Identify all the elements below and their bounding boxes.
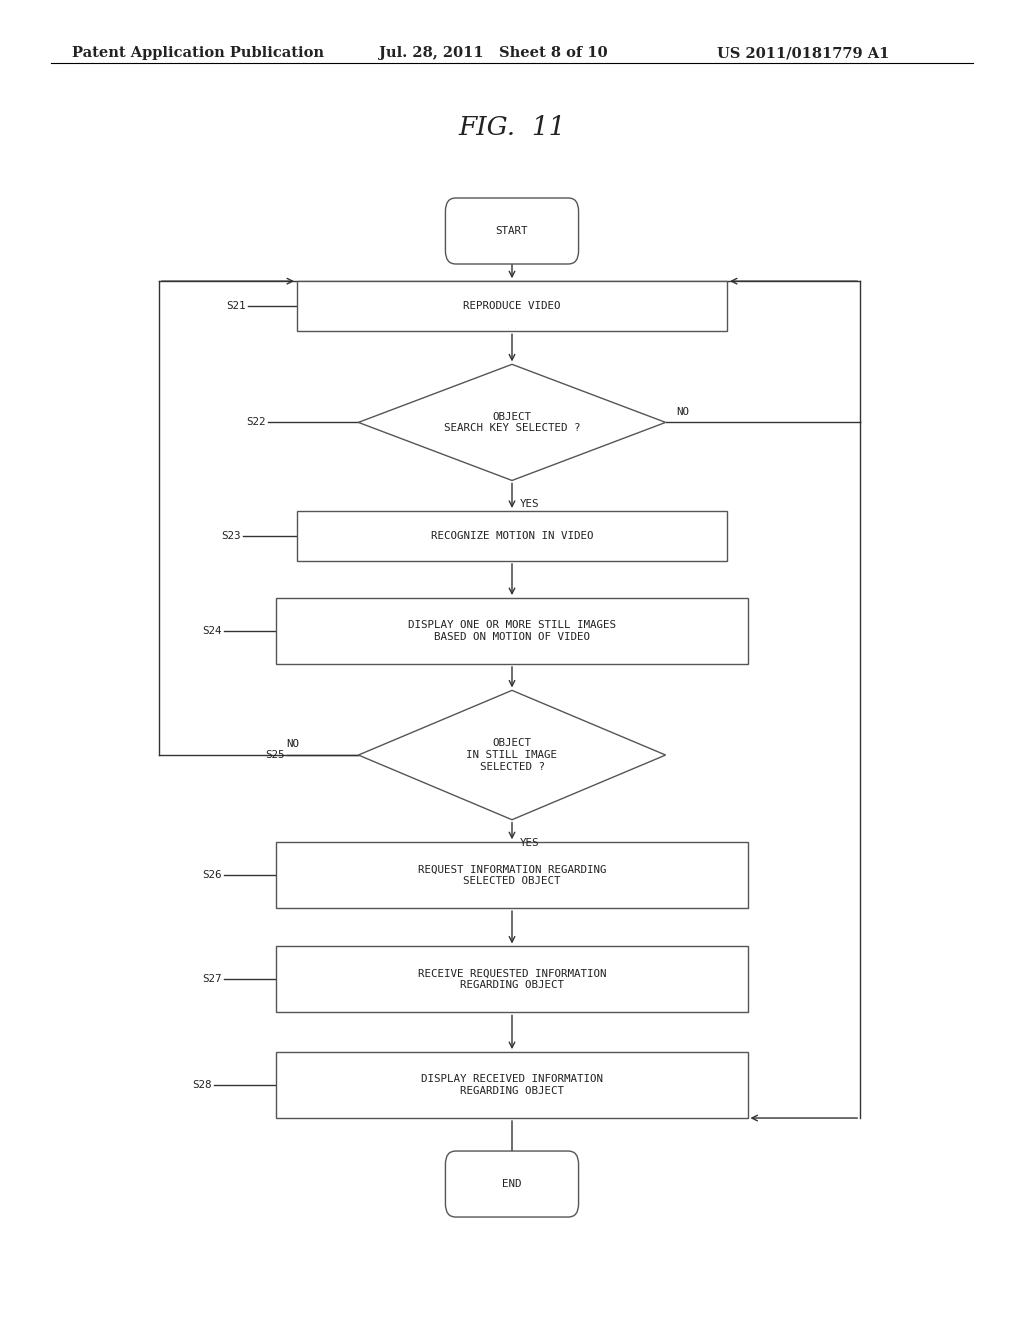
- Text: DISPLAY RECEIVED INFORMATION
REGARDING OBJECT: DISPLAY RECEIVED INFORMATION REGARDING O…: [421, 1074, 603, 1096]
- Text: S26: S26: [203, 870, 222, 880]
- Text: NO: NO: [676, 407, 689, 417]
- Text: S24: S24: [203, 626, 222, 636]
- Text: DISPLAY ONE OR MORE STILL IMAGES
BASED ON MOTION OF VIDEO: DISPLAY ONE OR MORE STILL IMAGES BASED O…: [408, 620, 616, 642]
- FancyBboxPatch shape: [445, 1151, 579, 1217]
- Text: REQUEST INFORMATION REGARDING
SELECTED OBJECT: REQUEST INFORMATION REGARDING SELECTED O…: [418, 865, 606, 886]
- Bar: [276, 1052, 748, 1118]
- Bar: [297, 511, 727, 561]
- Text: OBJECT
SEARCH KEY SELECTED ?: OBJECT SEARCH KEY SELECTED ?: [443, 412, 581, 433]
- Bar: [276, 598, 748, 664]
- Text: S22: S22: [247, 417, 266, 428]
- FancyBboxPatch shape: [445, 198, 579, 264]
- Bar: [276, 946, 748, 1012]
- Text: Jul. 28, 2011   Sheet 8 of 10: Jul. 28, 2011 Sheet 8 of 10: [379, 46, 607, 61]
- Text: REPRODUCE VIDEO: REPRODUCE VIDEO: [463, 301, 561, 312]
- Text: YES: YES: [520, 838, 540, 849]
- Polygon shape: [358, 364, 666, 480]
- Bar: [276, 842, 748, 908]
- Text: END: END: [502, 1179, 522, 1189]
- Text: FIG.  11: FIG. 11: [459, 115, 565, 140]
- Text: NO: NO: [287, 739, 300, 750]
- Text: S21: S21: [226, 301, 246, 312]
- Text: S27: S27: [203, 974, 222, 985]
- Text: US 2011/0181779 A1: US 2011/0181779 A1: [717, 46, 889, 61]
- Text: START: START: [496, 226, 528, 236]
- Text: RECEIVE REQUESTED INFORMATION
REGARDING OBJECT: RECEIVE REQUESTED INFORMATION REGARDING …: [418, 969, 606, 990]
- Text: Patent Application Publication: Patent Application Publication: [72, 46, 324, 61]
- Bar: [297, 281, 727, 331]
- Text: S28: S28: [193, 1080, 212, 1090]
- Text: OBJECT
IN STILL IMAGE
SELECTED ?: OBJECT IN STILL IMAGE SELECTED ?: [467, 738, 557, 772]
- Text: S25: S25: [265, 750, 285, 760]
- Text: YES: YES: [520, 499, 540, 510]
- Text: S23: S23: [221, 531, 241, 541]
- Polygon shape: [358, 690, 666, 820]
- Text: RECOGNIZE MOTION IN VIDEO: RECOGNIZE MOTION IN VIDEO: [431, 531, 593, 541]
